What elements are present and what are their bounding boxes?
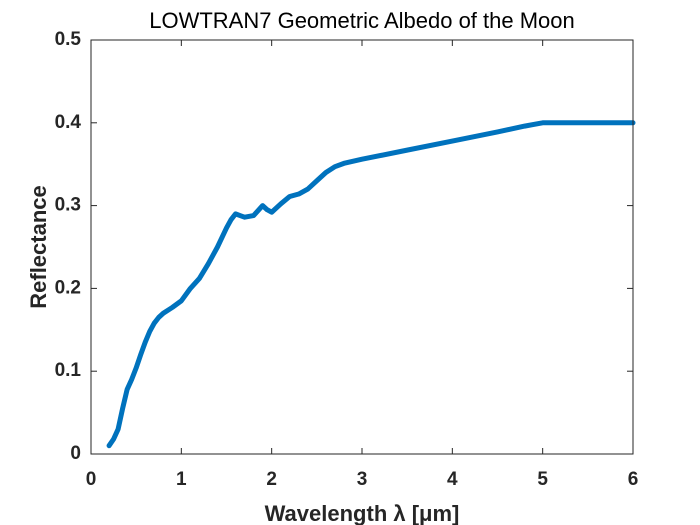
x-tick-label-1: 1: [176, 469, 187, 490]
x-tick-label-2: 2: [266, 469, 277, 490]
y-axis-label: Reflectance: [26, 185, 51, 309]
x-axis-label: Wavelength λ [μm]: [265, 501, 460, 525]
data-series: [106, 120, 636, 449]
axis-ticks: [90, 39, 634, 455]
x-tick-label-3: 3: [357, 469, 368, 490]
chart-title: LOWTRAN7 Geometric Albedo of the Moon: [149, 8, 575, 33]
x-tick-label-4: 4: [447, 469, 458, 490]
y-tick-label-4: 0.4: [55, 112, 82, 133]
y-tick-label-2: 0.2: [55, 277, 81, 298]
x-tick-label-6: 6: [628, 469, 639, 490]
plot-frame: [90, 39, 634, 455]
axis-tick-labels: 0 1 2 3 4 5 6 0 0.1 0.2 0.3 0.4 0.5: [55, 29, 639, 490]
y-tick-label-5: 0.5: [55, 29, 82, 50]
x-tick-label-5: 5: [537, 469, 548, 490]
series-line-0: [106, 120, 636, 449]
y-tick-label-3: 0.3: [55, 195, 81, 216]
x-tick-label-0: 0: [86, 469, 97, 490]
y-tick-label-0: 0: [70, 443, 81, 464]
y-tick-label-1: 0.1: [55, 360, 82, 381]
